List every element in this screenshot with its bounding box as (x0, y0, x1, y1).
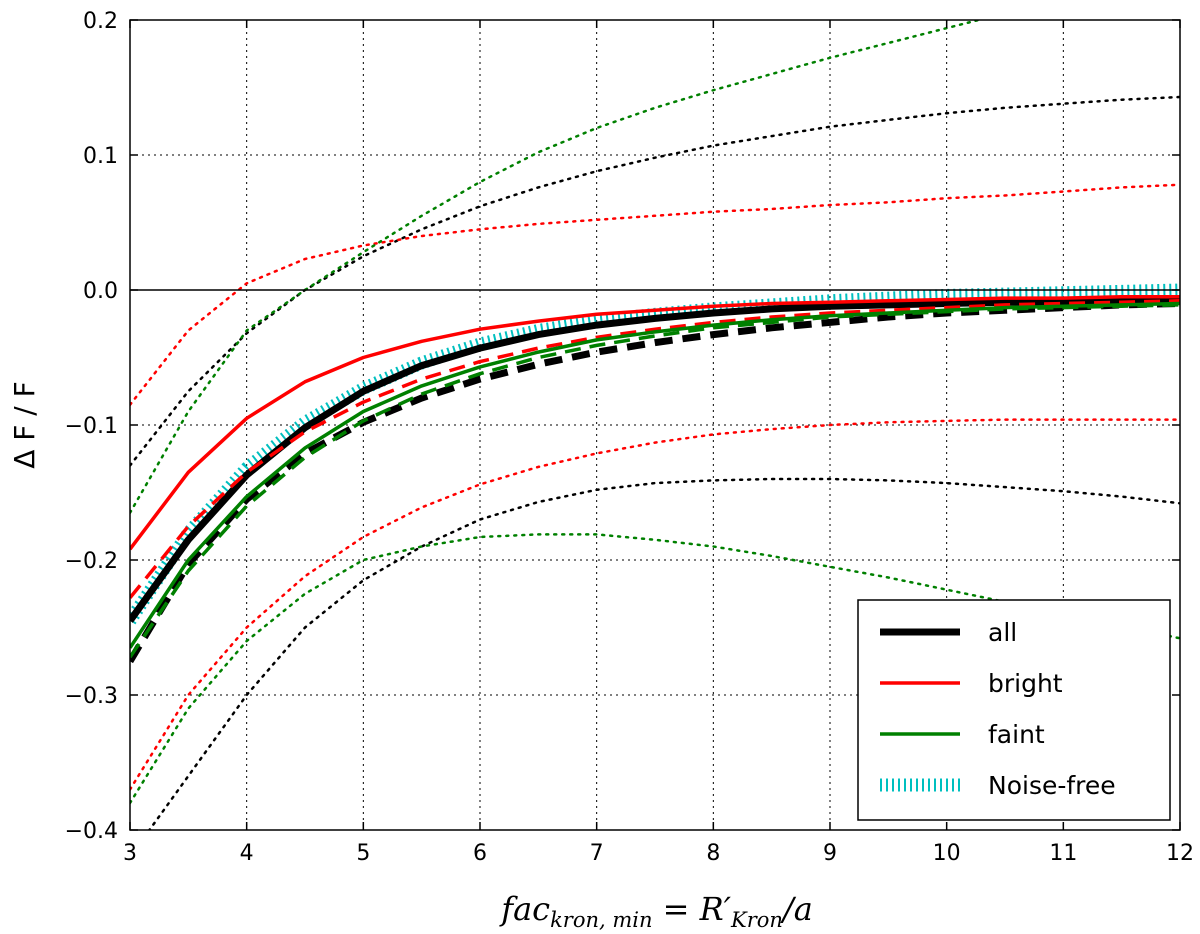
y-tick-label: −0.1 (65, 414, 118, 439)
x-tick-label: 10 (933, 841, 961, 866)
series-line-noise-free (130, 283, 1180, 625)
x-axis-label-r-subscript: Kron (730, 908, 783, 932)
y-tick-label: 0.1 (83, 144, 118, 169)
ticks: 3 4 5 6 7 8 9 10 11 12 −0.4 −0.3 −0.2 −0.1 0.0 0.1 0.2 (65, 9, 1194, 866)
legend-label: Noise-free (988, 771, 1116, 800)
legend-label: faint (988, 720, 1045, 749)
x-axis-label-base: fac (499, 890, 550, 928)
x-axis-label-subscript: kron, min (550, 908, 652, 932)
x-tick-label: 5 (356, 841, 370, 866)
x-tick-label: 11 (1049, 841, 1077, 866)
series-line-bright-lower (130, 418, 1180, 791)
series-line-bright-mean (130, 299, 1180, 599)
series-line-all-median (130, 297, 1180, 623)
y-tick-label: −0.4 (65, 819, 118, 844)
legend-label: all (988, 618, 1017, 647)
x-tick-label: 12 (1166, 841, 1194, 866)
x-tick-label: 6 (473, 841, 487, 866)
series-line-bright-median (130, 295, 1180, 551)
y-tick-label: 0.2 (83, 9, 118, 34)
x-axis-label: fackron, min = R′Kron/a (499, 890, 813, 932)
y-axis-label: Δ F / F (8, 381, 41, 469)
x-tick-label: 8 (706, 841, 720, 866)
series-line-all-lower (147, 477, 1180, 830)
x-axis-label-r: R′ (699, 890, 732, 928)
series-line-faint-upper (130, 20, 984, 515)
y-tick-label: −0.3 (65, 684, 118, 709)
series-line-bright-upper (130, 183, 1180, 407)
x-tick-label: 4 (240, 841, 254, 866)
x-tick-label: 7 (590, 841, 604, 866)
x-tick-label: 3 (123, 841, 137, 866)
legend-label: bright (988, 669, 1063, 698)
x-tick-label: 9 (823, 841, 837, 866)
series-line-all-upper (130, 95, 1180, 467)
series-line-faint-median (130, 301, 1180, 649)
y-tick-label: −0.2 (65, 549, 118, 574)
y-tick-label: 0.0 (83, 279, 118, 304)
x-axis-label-tail: /a (780, 890, 813, 928)
series-line-all-mean (130, 300, 1180, 664)
x-axis-label-equals: = (653, 890, 700, 928)
legend: all bright faint Noise-free (857, 599, 1171, 821)
